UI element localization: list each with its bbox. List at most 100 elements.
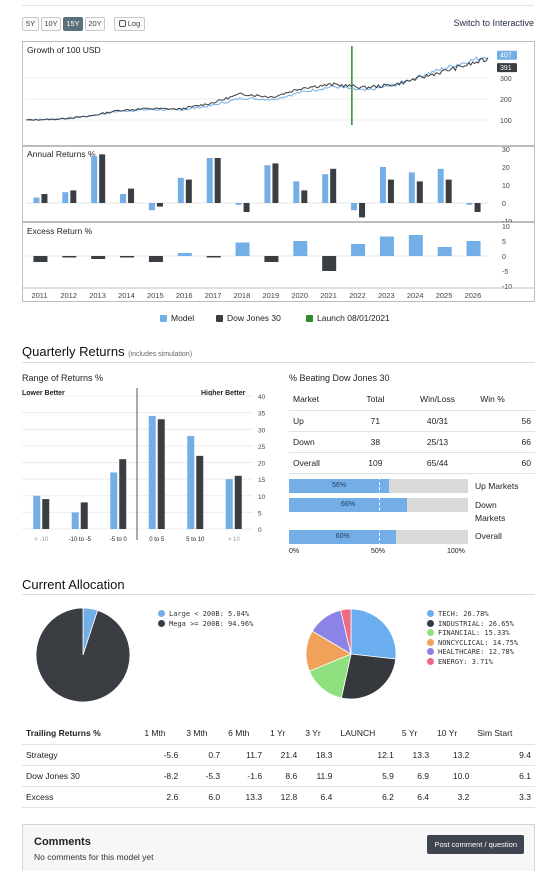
range-10y-button[interactable]: 10Y [41, 17, 61, 31]
annual-chart: 30 20 10 0 -10 [26, 147, 512, 222]
annual-model-bar [322, 174, 329, 203]
range-dow-bar [119, 459, 127, 529]
beating-col-total: Total [351, 389, 399, 411]
beating-cell: 66 [476, 431, 535, 453]
quarterly-title-text: Quarterly Returns [22, 344, 125, 359]
excess-ytick: 5 [502, 239, 506, 246]
year-tick-label: 2014 [118, 291, 135, 300]
size-pie-chart [36, 608, 130, 702]
excess-bar [379, 236, 394, 256]
annual-dow-bar [156, 203, 163, 207]
allocation-divider [22, 594, 535, 595]
range-20y-button[interactable]: 20Y [85, 17, 105, 31]
switch-interactive-link[interactable]: Switch to Interactive [453, 18, 534, 28]
allocation-title: Current Allocation [22, 577, 125, 592]
trailing-cell: 6.4 [301, 786, 337, 808]
win-bar-down-label: Down Markets [475, 500, 506, 523]
legend-dow: Dow Jones 30 [216, 313, 281, 323]
win-bar-down: 66% [289, 498, 468, 512]
year-tick-label: 2013 [89, 291, 106, 300]
annual-dow-bar [128, 188, 135, 203]
beating-col-winloss: Win/Loss [398, 389, 477, 411]
trailing-cell: -8.2 [140, 765, 183, 787]
year-tick-label: 2024 [407, 291, 424, 300]
annual-model-bar [62, 192, 69, 203]
year-tick-label: 2019 [262, 291, 279, 300]
sector-pie-slice-0 [350, 609, 396, 660]
trailing-header-row: Trailing Returns % 1 Mth 3 Mth 6 Mth 1 Y… [22, 723, 535, 745]
annual-model-bar [235, 203, 242, 205]
lower-better-label: Lower Better [22, 390, 65, 397]
growth-title: Growth of 100 USD [27, 45, 101, 55]
range-ytick: 10 [258, 494, 266, 501]
annual-dow-bar [214, 158, 221, 203]
year-tick-label: 2012 [60, 291, 77, 300]
excess-bar [437, 247, 452, 256]
range-dow-bar [42, 499, 50, 529]
trailing-header: 3 Yr [301, 723, 337, 745]
win-bar-up-fill: 56% [289, 479, 390, 493]
annual-model-bar [408, 172, 415, 203]
annual-ytick: 0 [502, 201, 506, 208]
excess-bar [91, 256, 106, 259]
excess-bar [177, 253, 192, 256]
sector-legend-label: TECH: 26.78% [438, 610, 489, 618]
trailing-cell: 6.0 [182, 786, 225, 808]
annual-model-bar [177, 177, 184, 203]
trailing-header: 1 Yr [266, 723, 302, 745]
range-ytick: 40 [258, 394, 266, 401]
trailing-cell: 3.3 [473, 786, 535, 808]
annual-dow-bar [330, 168, 337, 203]
dow-end-badge [497, 63, 517, 73]
post-comment-button[interactable]: Post comment / question [427, 835, 524, 854]
annual-dow-bar [359, 203, 366, 218]
trailing-row-dow: Dow Jones 30 -8.2 -5.3 -1.6 8.6 11.9 5.9… [22, 765, 535, 787]
excess-bar [408, 235, 423, 256]
model-end-badge [497, 50, 517, 60]
win-bar-up-label: Up Markets [475, 481, 519, 491]
size-legend-0: Large < 200B: 5.04% [158, 610, 249, 618]
trailing-cell: 11.7 [224, 744, 267, 766]
trailing-header: LAUNCH [336, 723, 398, 745]
excess-ytick: 10 [502, 224, 510, 231]
beating-cell: 65/44 [398, 452, 477, 474]
sector-legend-label: HEALTHCARE: 12.78% [438, 648, 514, 656]
model-swatch [160, 315, 167, 322]
annual-model-bar [264, 165, 271, 203]
annual-dow-bar [70, 190, 77, 203]
beating-cell: 71 [351, 410, 399, 432]
trailing-cell: 8.6 [266, 765, 302, 787]
excess-bar [235, 242, 250, 256]
annual-dow-bar [416, 181, 423, 203]
range-dow-bar [234, 475, 242, 529]
legend-launch-label: Launch 08/01/2021 [317, 313, 390, 323]
annual-dow-bar [474, 203, 481, 212]
trailing-header: 10 Yr [433, 723, 474, 745]
trailing-cell: -1.6 [224, 765, 267, 787]
annual-model-bar [148, 203, 155, 211]
range-5y-button[interactable]: 5Y [22, 17, 39, 31]
trailing-cell: 6.4 [397, 786, 434, 808]
year-tick-label: 2020 [291, 291, 308, 300]
annual-model-bar [91, 156, 98, 203]
trailing-header: 6 Mth [224, 723, 267, 745]
beating-cell: 25/13 [398, 431, 477, 453]
annual-model-bar [466, 203, 473, 205]
excess-bar [206, 256, 221, 258]
dow-swatch [216, 315, 223, 322]
annual-dow-bar [41, 194, 48, 203]
launch-swatch [306, 315, 313, 322]
win-bar-up: 56% [289, 479, 468, 493]
sector-swatch [427, 648, 434, 655]
range-model-bar [225, 479, 233, 529]
comments-box: Comments No comments for this model yet … [22, 824, 535, 871]
trailing-cell: -5.6 [140, 744, 183, 766]
top-divider [22, 5, 534, 6]
log-toggle[interactable]: Log [114, 17, 145, 31]
trailing-cell: Dow Jones 30 [22, 765, 141, 787]
year-tick-label: 2015 [147, 291, 164, 300]
range-ytick: 5 [258, 510, 262, 517]
axis-100pct: 100% [447, 548, 465, 555]
growth-ytick: 100 [500, 118, 512, 125]
range-15y-button[interactable]: 15Y [63, 17, 83, 31]
